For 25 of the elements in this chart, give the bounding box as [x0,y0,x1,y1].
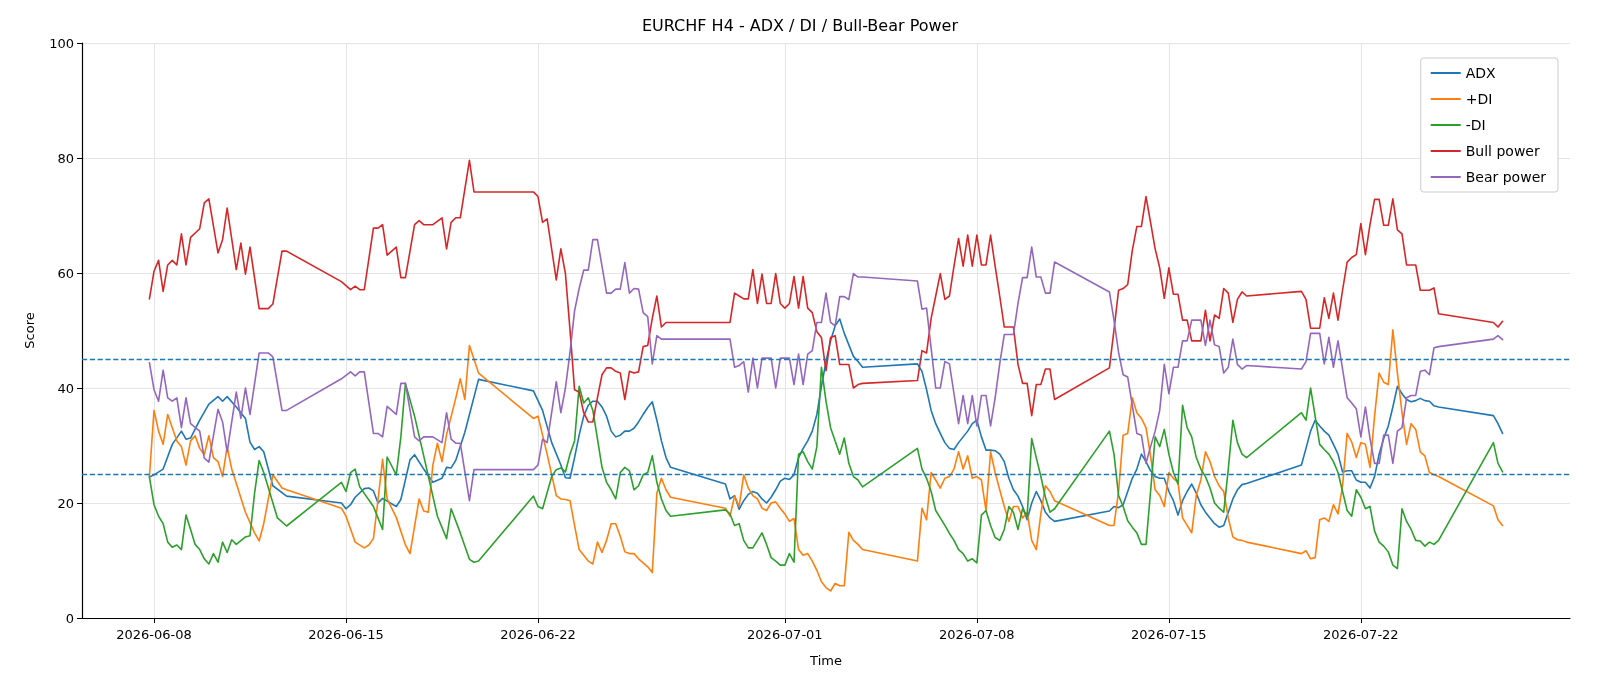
x-tick-label: 2026-07-15 [1131,627,1207,642]
y-tick-label: 60 [57,265,74,281]
y-axis-title: Score [22,312,37,349]
line-series [148,159,1504,423]
x-tick-label: 2026-07-01 [747,627,823,642]
legend-label: -DI [1465,117,1486,133]
line-series [148,329,1504,592]
line-series [148,366,1504,570]
x-tick-label: 2026-06-08 [116,627,192,642]
legend-label: +DI [1465,91,1493,107]
y-tick-label: 100 [49,35,74,51]
y-tick-label: 20 [57,495,74,511]
x-axis-title: Time [809,653,842,668]
legend-label: Bear power [1465,169,1547,185]
x-tick-label: 2026-07-22 [1323,627,1399,642]
legend-label: ADX [1465,65,1497,81]
x-tick-label: 2026-07-08 [939,627,1015,642]
y-tick-label: 0 [65,610,74,626]
y-tick-label: 80 [57,150,74,166]
x-tick-label: 2026-06-15 [308,627,384,642]
legend-label: Bull power [1465,143,1540,159]
chart-title: EURCHF H4 - ADX / DI / Bull-Bear Power [641,15,959,35]
y-tick-label: 40 [57,380,74,396]
x-tick-label: 2026-06-22 [500,627,576,642]
line-series [148,238,1504,502]
